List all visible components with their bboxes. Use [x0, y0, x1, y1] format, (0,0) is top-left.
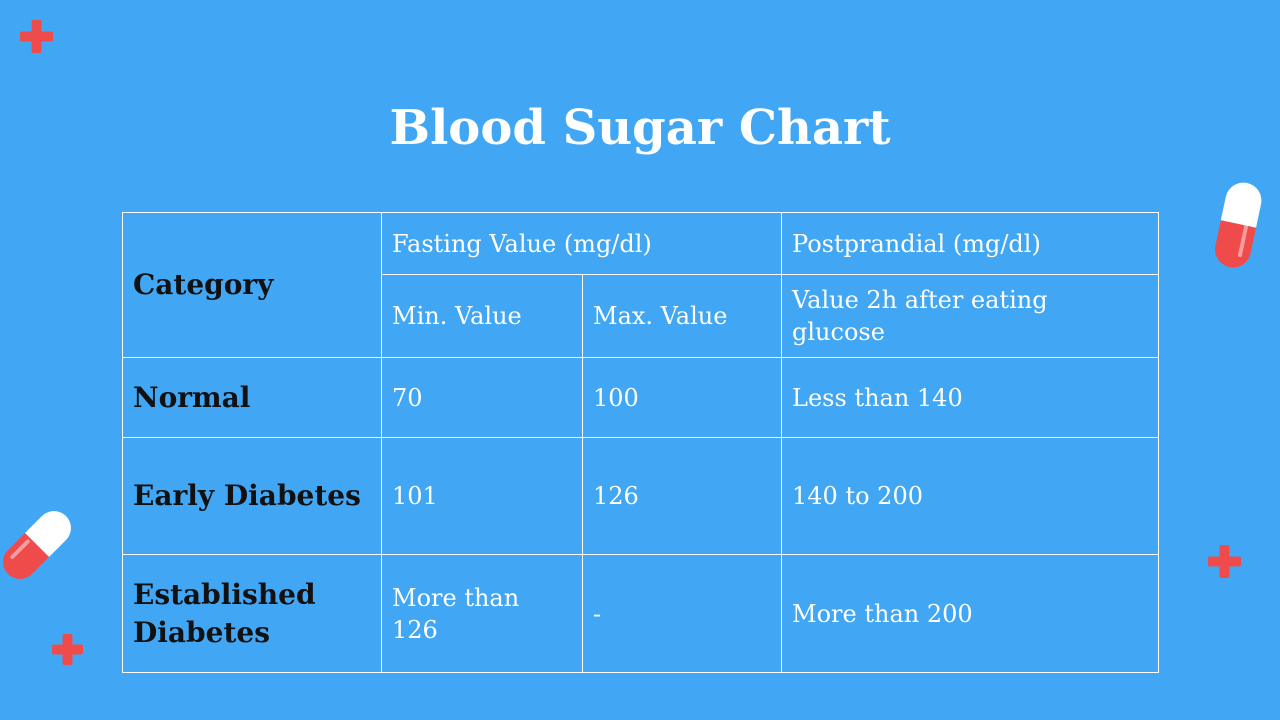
min-cell: 101 [381, 437, 583, 555]
table-subheader-row: Min. Value Max. Value Value 2h after eat… [123, 274, 1160, 358]
max-cell: - [581, 554, 783, 673]
min-cell: 70 [381, 357, 583, 438]
category-cell: Early Diabetes [122, 437, 382, 555]
category-cell: Normal [122, 357, 382, 438]
page-title: Blood Sugar Chart [389, 100, 891, 156]
max-cell: 100 [581, 357, 783, 438]
pill-icon-left [3, 511, 71, 579]
pill-icon-right [1215, 182, 1262, 268]
plus-icon-right [1208, 545, 1241, 578]
postprandial-subheader: Value 2h after eating glucose [781, 274, 1160, 358]
table-row: Early Diabetes 101 126 140 to 200 [122, 437, 1160, 555]
category-cell: Established Diabetes [122, 554, 382, 673]
table-header-row: Category Fasting Value (mg/dl) Postprand… [122, 212, 1160, 358]
table-row: Normal 70 100 Less than 140 [122, 357, 1160, 438]
max-cell: 126 [581, 437, 783, 555]
plus-icon-bottom-left [52, 634, 83, 665]
postprandial-cell: Less than 140 [781, 357, 1160, 438]
max-value-header: Max. Value [581, 274, 783, 358]
postprandial-cell: More than 200 [781, 554, 1160, 673]
postprandial-header: Postprandial (mg/dl) [781, 212, 1160, 275]
fasting-header: Fasting Value (mg/dl) [380, 212, 783, 275]
blood-sugar-table: Category Fasting Value (mg/dl) Postprand… [122, 212, 1160, 673]
plus-icon-top-left [20, 20, 53, 53]
min-cell: More than 126 [381, 554, 583, 673]
min-value-header: Min. Value [381, 274, 583, 358]
table-row: Established Diabetes More than 126 - Mor… [122, 554, 1160, 673]
postprandial-cell: 140 to 200 [781, 437, 1160, 555]
category-header: Category [122, 212, 382, 358]
